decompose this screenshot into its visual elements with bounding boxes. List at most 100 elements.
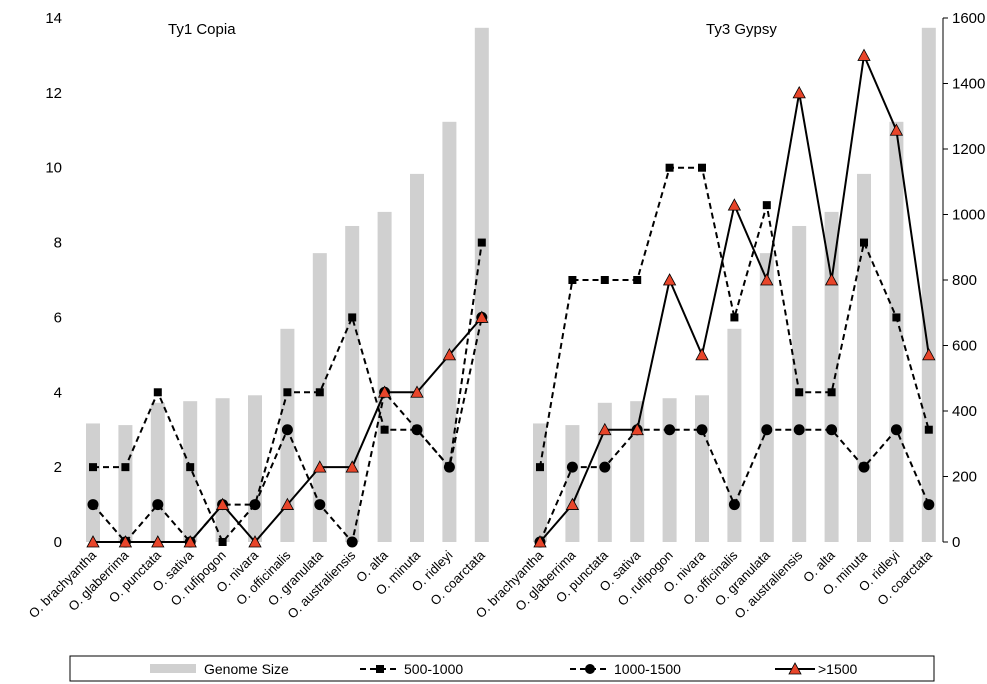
genome-size-bar bbox=[759, 253, 774, 542]
data-point-500-1000 bbox=[218, 538, 227, 546]
genome-size-bar bbox=[377, 211, 392, 542]
genome-size-bar bbox=[442, 121, 457, 542]
data-point-gt1500 bbox=[345, 460, 359, 473]
data-point-gt1500 bbox=[695, 348, 709, 361]
data-point-500-1000 bbox=[315, 388, 324, 397]
right-tick-label: 1000 bbox=[952, 207, 985, 224]
data-point-1000-1500 bbox=[826, 424, 838, 436]
data-point-500-1000 bbox=[153, 388, 162, 397]
data-point-500-1000 bbox=[665, 163, 674, 172]
right-tick-label: 1400 bbox=[952, 76, 985, 93]
genome-size-bar bbox=[248, 395, 262, 542]
data-point-500-1000 bbox=[633, 276, 642, 284]
data-point-500-1000 bbox=[413, 425, 421, 434]
data-point-gt1500 bbox=[922, 348, 936, 361]
data-point-gt1500 bbox=[727, 198, 742, 211]
left-tick-label: 6 bbox=[54, 309, 62, 326]
data-point-1000-1500 bbox=[152, 499, 164, 511]
genome-size-bar bbox=[824, 211, 839, 542]
right-tick-label: 0 bbox=[952, 534, 960, 551]
genome-size-bar bbox=[533, 423, 547, 542]
data-point-500-1000 bbox=[827, 388, 836, 397]
legend-marker-1000-1500 bbox=[585, 664, 595, 674]
data-point-gt1500 bbox=[313, 460, 327, 473]
right-tick-label: 600 bbox=[952, 338, 977, 355]
data-point-500-1000 bbox=[186, 463, 195, 472]
legend-marker-500-1000 bbox=[376, 665, 384, 673]
data-point-1000-1500 bbox=[566, 461, 578, 473]
data-point-gt1500 bbox=[215, 497, 230, 510]
genome-size-bar bbox=[118, 425, 133, 542]
genome-size-bar bbox=[150, 402, 165, 542]
data-point-500-1000 bbox=[730, 313, 739, 322]
right-tick-label: 1600 bbox=[952, 10, 985, 27]
data-point-500-1000 bbox=[795, 388, 804, 397]
data-point-gt1500 bbox=[760, 273, 774, 286]
genome-size-bar bbox=[312, 253, 327, 542]
right-tick-label: 800 bbox=[952, 272, 977, 289]
data-point-gt1500 bbox=[183, 535, 197, 548]
data-point-gt1500 bbox=[889, 123, 904, 136]
left-tick-label: 12 bbox=[45, 85, 62, 102]
data-point-1000-1500 bbox=[87, 499, 99, 511]
data-point-gt1500 bbox=[475, 310, 489, 323]
data-point-500-1000 bbox=[283, 388, 292, 397]
data-point-gt1500 bbox=[662, 273, 677, 286]
genome-size-bar bbox=[183, 401, 198, 542]
data-point-gt1500 bbox=[280, 497, 295, 510]
left-tick-label: 8 bbox=[54, 235, 62, 252]
data-point-gt1500 bbox=[248, 535, 262, 548]
legend-label-500-1000: 500-1000 bbox=[404, 661, 463, 677]
genome-size-bar bbox=[565, 425, 580, 542]
data-point-gt1500 bbox=[598, 422, 612, 436]
data-point-1000-1500 bbox=[346, 536, 358, 548]
data-point-500-1000 bbox=[568, 276, 577, 284]
genome-size-bar bbox=[474, 27, 489, 542]
data-point-gt1500 bbox=[792, 86, 806, 99]
left-y-axis: 0 2 4 6 8 10 12 14 bbox=[45, 10, 62, 551]
data-point-1000-1500 bbox=[923, 499, 935, 511]
legend-label-genome-size: Genome Size bbox=[204, 661, 289, 677]
genome-size-bar bbox=[280, 328, 295, 542]
data-point-gt1500 bbox=[857, 48, 871, 61]
data-point-500-1000 bbox=[121, 463, 130, 472]
legend-swatch-genome-size bbox=[150, 664, 196, 673]
legend-label-gt1500: >1500 bbox=[818, 661, 858, 677]
genome-size-bar bbox=[215, 398, 230, 542]
data-point-gt1500 bbox=[118, 535, 133, 548]
data-point-500-1000 bbox=[698, 163, 706, 172]
data-point-500-1000 bbox=[445, 463, 454, 472]
data-point-1000-1500 bbox=[664, 424, 676, 436]
left-tick-label: 4 bbox=[54, 384, 62, 401]
data-point-gt1500 bbox=[86, 535, 100, 548]
genome-size-bars bbox=[86, 27, 936, 542]
data-point-gt1500 bbox=[377, 385, 392, 398]
data-point-500-1000 bbox=[89, 463, 97, 472]
data-point-1000-1500 bbox=[858, 461, 870, 473]
data-point-500-1000 bbox=[251, 500, 259, 509]
data-point-gt1500 bbox=[630, 422, 644, 436]
data-point-gt1500 bbox=[151, 535, 165, 548]
data-point-1000-1500 bbox=[281, 424, 293, 436]
legend: Genome Size 500-1000 1000-1500 >1500 bbox=[69, 655, 935, 682]
right-tick-label: 200 bbox=[952, 469, 977, 486]
data-point-500-1000 bbox=[924, 425, 933, 434]
data-point-1000-1500 bbox=[761, 424, 773, 436]
genome-size-bar bbox=[86, 423, 100, 542]
series-markers bbox=[86, 48, 936, 548]
right-tick-label: 1200 bbox=[952, 141, 985, 158]
data-point-500-1000 bbox=[536, 463, 544, 472]
data-point-1000-1500 bbox=[314, 499, 326, 511]
genome-size-bar bbox=[630, 401, 645, 542]
left-tick-label: 2 bbox=[54, 459, 62, 476]
genome-size-bar bbox=[727, 328, 742, 542]
data-point-gt1500 bbox=[824, 273, 839, 286]
genome-size-bar bbox=[695, 395, 709, 542]
data-point-1000-1500 bbox=[793, 424, 805, 436]
data-point-1000-1500 bbox=[728, 499, 740, 511]
data-point-gt1500 bbox=[410, 385, 424, 398]
legend-label-1000-1500: 1000-1500 bbox=[614, 661, 681, 677]
right-tick-label: 400 bbox=[952, 403, 977, 420]
